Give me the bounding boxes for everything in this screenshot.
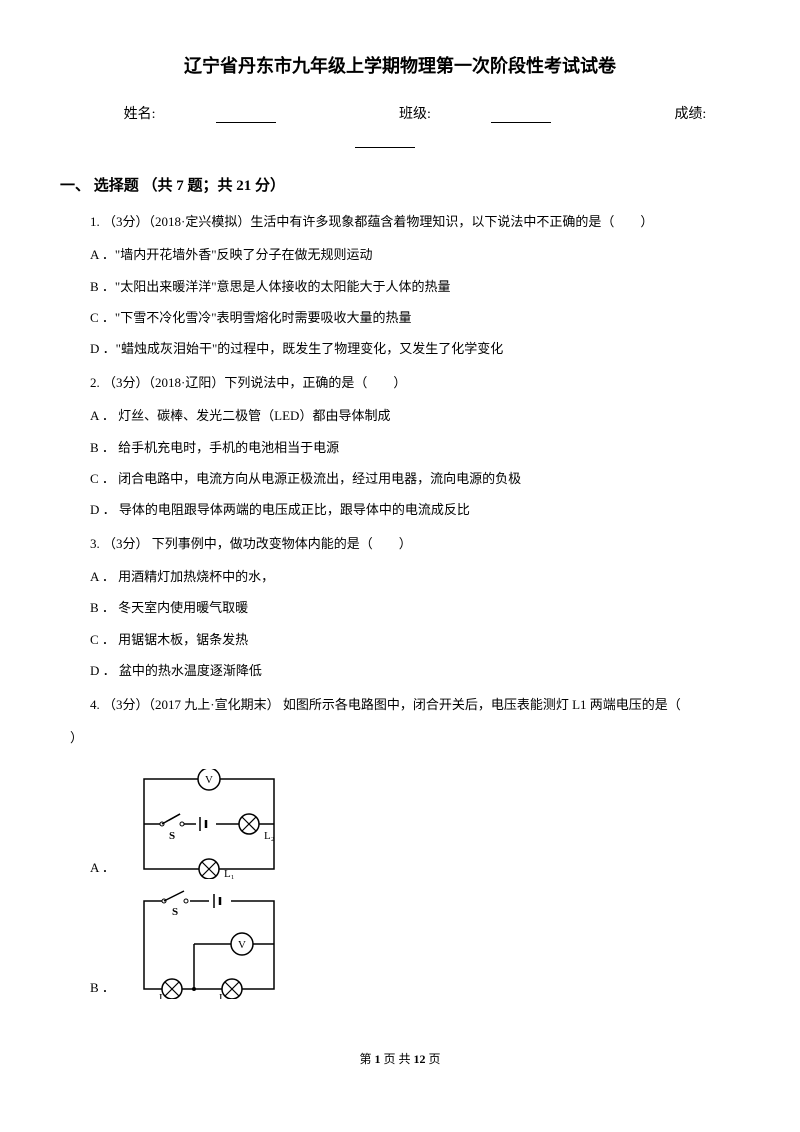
q4-optA-wrap: A ． V S L₂ bbox=[90, 769, 740, 879]
q4-optB-wrap: B ． S V L₁ bbox=[90, 889, 740, 999]
page-footer: 第 1 页 共 12 页 bbox=[60, 1049, 740, 1071]
svg-text:S: S bbox=[172, 906, 178, 918]
circuit-diagram-b: S V L₁ L₂ bbox=[124, 889, 294, 999]
name-label: 姓名: bbox=[94, 107, 306, 122]
q4-optA-label: A ． bbox=[90, 856, 115, 879]
q1-optB: B ．"太阳出来暖洋洋"意思是人体接收的太阳能大于人体的热量 bbox=[90, 275, 740, 298]
q1-optC: C ．"下雪不冷化雪冷"表明雪熔化时需要吸收大量的热量 bbox=[90, 306, 740, 329]
q2-optD: D ． 导体的电阻跟导体两端的电压成正比，跟导体中的电流成反比 bbox=[90, 498, 740, 521]
exam-title: 辽宁省丹东市九年级上学期物理第一次阶段性考试试卷 bbox=[60, 50, 740, 82]
svg-text:V: V bbox=[238, 939, 246, 951]
q4-stem-end: ） bbox=[70, 726, 740, 749]
q4-stem: 4. （3分）（2017 九上·宣化期末） 如图所示各电路图中，闭合开关后，电压… bbox=[90, 693, 740, 716]
q1-optD: D ．"蜡烛成灰泪始干"的过程中，既发生了物理变化，又发生了化学变化 bbox=[90, 337, 740, 360]
svg-text:L₂: L₂ bbox=[219, 992, 230, 999]
svg-text:L₂: L₂ bbox=[264, 830, 275, 842]
q3-optB: B ． 冬天室内使用暖气取暖 bbox=[90, 596, 740, 619]
section-header: 一、 选择题 （共 7 题；共 21 分） bbox=[60, 173, 740, 200]
circuit-diagram-a: V S L₂ L₁ bbox=[124, 769, 294, 879]
q3-optA: A ． 用酒精灯加热烧杯中的水， bbox=[90, 565, 740, 588]
q3-optD: D ． 盆中的热水温度逐渐降低 bbox=[90, 659, 740, 682]
svg-text:S: S bbox=[169, 830, 175, 842]
q1-optA: A ．"墙内开花墙外香"反映了分子在做无规则运动 bbox=[90, 243, 740, 266]
q2-optA: A ． 灯丝、碳棒、发光二极管（LED）都由导体制成 bbox=[90, 404, 740, 427]
q4-optB-label: B ． bbox=[90, 976, 115, 999]
info-line: 姓名: 班级: 成绩: bbox=[60, 102, 740, 152]
svg-text:V: V bbox=[205, 774, 213, 786]
svg-text:L₁: L₁ bbox=[224, 868, 235, 879]
svg-text:L₁: L₁ bbox=[159, 992, 170, 999]
q3-stem: 3. （3分） 下列事例中，做功改变物体内能的是（ ） bbox=[90, 532, 740, 555]
q2-stem: 2. （3分）（2018·辽阳）下列说法中，正确的是（ ） bbox=[90, 371, 740, 394]
class-label: 班级: bbox=[369, 107, 581, 122]
q2-optB: B ． 给手机充电时，手机的电池相当于电源 bbox=[90, 436, 740, 459]
q3-optC: C ． 用锯锯木板，锯条发热 bbox=[90, 628, 740, 651]
q2-optC: C ． 闭合电路中，电流方向从电源正极流出，经过用电器，流向电源的负极 bbox=[90, 467, 740, 490]
q1-stem: 1. （3分）（2018·定兴模拟）生活中有许多现象都蕴含着物理知识，以下说法中… bbox=[90, 210, 740, 233]
